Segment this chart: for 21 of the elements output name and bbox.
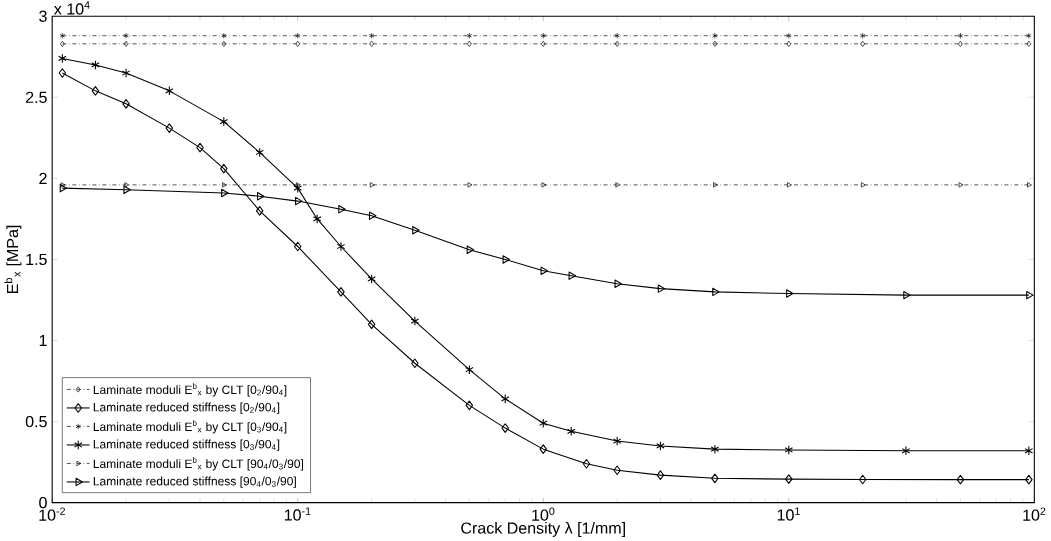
legend-label: Laminate reduced stiffness [90$_{4}$/0$_{3}$/90]: [93, 476, 296, 488]
text: x 10$^{4}$: [53, 1, 90, 15]
y-axis-title: E$^{b}$$_{x}$ [MPa]: [4, 225, 22, 293]
y-tick-label: 0.5: [25, 415, 47, 428]
x-tick-label: 10$^{-2}$: [39, 507, 65, 521]
x-axis-title: Crack Density λ [1/mm]: [461, 521, 625, 537]
legend-label: Laminate moduli E$^{b}$$_{x}$ by CLT [0$_{3}$/90$_{4}$]: [93, 419, 287, 434]
y-tick-label: 2.5: [25, 91, 47, 103]
x-tick-label: 10$^{-1}$: [284, 507, 311, 521]
x-tick-label: 10$^{0}$: [532, 507, 555, 521]
legend-label: Laminate moduli E$^{b}$$_{x}$ by CLT [90$_{4}$/0$_{3}$/90]: [93, 456, 303, 471]
y-tick-label: 0: [39, 496, 47, 509]
y-tick-label: 2: [39, 172, 47, 184]
legend-label: Laminate moduli E$^{b}$$_{x}$ by CLT [0$_{2}$/90$_{4}$]: [93, 382, 287, 397]
y-tick-label: 3: [39, 10, 47, 22]
x-tick-label: 10$^{2}$: [1023, 507, 1046, 521]
legend-label: Laminate reduced stiffness [0$_{3}$/90$_{4}$]: [93, 439, 280, 451]
y-tick-label: 1: [39, 334, 47, 346]
legend-label: Laminate reduced stiffness [0$_{2}$/90$_{4}$]: [93, 402, 280, 414]
x-tick-label: 10$^{1}$: [777, 507, 800, 521]
y-tick-label: 1.5: [26, 253, 47, 265]
